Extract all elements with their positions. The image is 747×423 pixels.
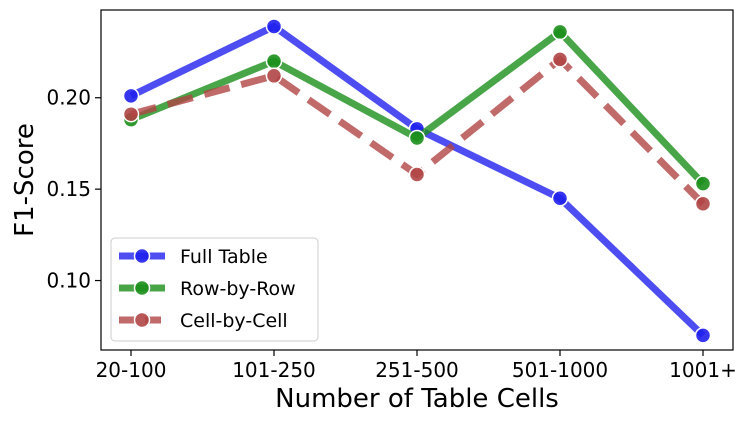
legend-item: Cell-by-Cell [119,310,288,332]
series-full-table [122,18,712,344]
data-point [551,51,569,68]
data-point [694,175,712,192]
x-tick-label: 20-100 [96,358,167,382]
data-point [408,166,426,183]
data-point [265,67,283,85]
legend-marker [133,279,151,297]
y-axis-label: F1-Score [10,123,40,237]
x-axis-label: Number of Table Cells [275,384,559,414]
data-point [122,87,140,105]
data-point [265,52,283,70]
y-tick-label: 0.20 [46,86,91,110]
legend-item: Full Table [119,246,268,268]
data-point [265,18,283,35]
data-point [551,190,569,207]
x-tick-label: 251-500 [375,358,459,382]
series-layer [122,18,712,344]
legend-box [110,237,319,342]
y-tick-label: 0.10 [46,269,91,293]
legend-marker [133,247,151,265]
x-tick-label: 101-250 [232,358,316,382]
legend-item: Row-by-Row [119,278,296,300]
series-cell-by-cell [122,51,712,213]
data-point [122,105,140,123]
ticks-layer: 20-100 101-250 251-500 501-1000 1001+ 0.10 0.1… [46,86,736,382]
data-point [551,23,569,41]
data-point [694,195,712,213]
y-tick-label: 0.15 [46,177,91,201]
data-point [694,327,712,344]
legend-label: Row-by-Row [180,278,296,300]
data-point [408,129,426,147]
x-tick-label: 1001+ [669,358,737,382]
legend-marker [133,311,151,329]
legend-label: Cell-by-Cell [180,310,288,332]
legend: Full Table Row-by-Row Cell-by-Cell [110,237,319,342]
series-row-by-row [122,23,712,192]
legend-label: Full Table [180,246,268,268]
x-tick-label: 501-1000 [512,358,608,382]
